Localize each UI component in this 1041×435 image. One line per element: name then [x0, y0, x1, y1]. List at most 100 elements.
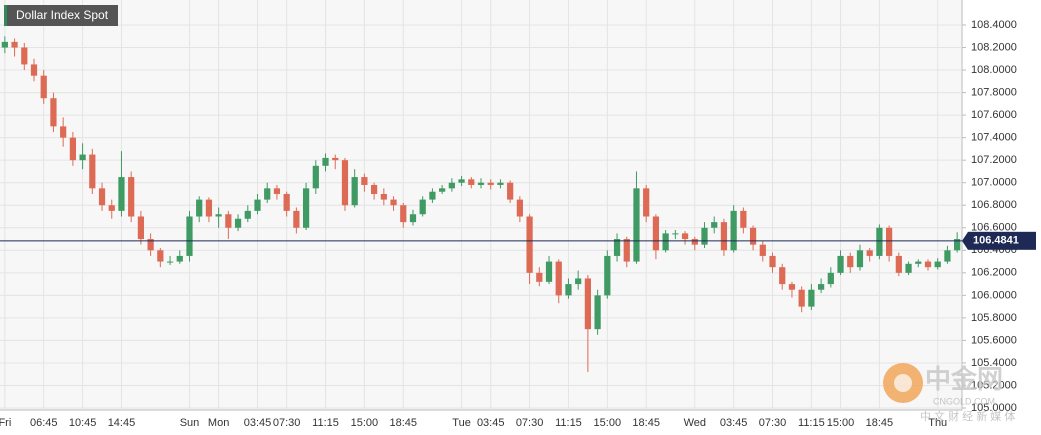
candle-body — [98, 188, 106, 206]
candle-body — [341, 160, 349, 206]
candle-body — [575, 278, 582, 285]
candle-body — [50, 98, 57, 127]
candle-body — [681, 233, 689, 240]
candle-body — [429, 191, 436, 200]
candle-body — [497, 182, 504, 185]
y-tick-label: 106.0000 — [971, 289, 1017, 301]
candle-body — [225, 214, 232, 228]
candle-body — [516, 199, 523, 217]
x-tick-label: 15:00 — [827, 417, 855, 429]
x-tick-label: 15:00 — [351, 417, 379, 429]
candle-body — [409, 214, 417, 223]
candle-body — [652, 216, 660, 251]
candle-body — [60, 126, 67, 138]
candle-body — [856, 250, 864, 268]
candle-body — [312, 165, 319, 189]
candle-body — [924, 261, 932, 268]
candle-body — [944, 250, 951, 262]
candle-body — [166, 261, 174, 263]
y-tick-label: 106.2000 — [971, 267, 1017, 279]
candle-body — [264, 188, 271, 200]
x-tick-label: 03:45 — [720, 417, 748, 429]
candle-body — [594, 295, 601, 330]
x-tick-label: 18:45 — [389, 417, 417, 429]
watermark-name: 中金网 — [925, 364, 1003, 394]
last-price-pointer — [962, 231, 968, 250]
y-tick-label: 108.2000 — [971, 41, 1017, 53]
candle-body — [273, 188, 281, 194]
candle-body — [769, 255, 776, 268]
y-tick-label: 107.6000 — [971, 109, 1017, 121]
candle-body — [458, 179, 465, 183]
candle-body — [11, 41, 18, 48]
candle-body — [808, 289, 815, 307]
candle-body — [633, 188, 640, 262]
last-price-label: 106.4841 — [973, 235, 1019, 247]
candle-body — [740, 210, 747, 228]
x-tick-label: 18:45 — [632, 417, 660, 429]
candle-body — [30, 64, 38, 76]
candle-body — [215, 214, 222, 217]
x-tick-label: Tue — [452, 417, 471, 429]
candle-body — [749, 227, 757, 245]
candle-body — [137, 216, 145, 240]
candle-body — [234, 218, 242, 228]
candle-body — [526, 216, 533, 273]
y-tick-label: 107.4000 — [971, 132, 1017, 144]
x-tick-label: 07:30 — [273, 417, 301, 429]
title-box — [4, 5, 118, 26]
x-tick-label: 07:30 — [759, 417, 787, 429]
candle-body — [69, 137, 76, 161]
candle-body — [730, 210, 737, 251]
candle-body — [176, 255, 183, 262]
candle-body — [798, 289, 805, 307]
candle-body — [157, 250, 164, 262]
candle-body — [439, 188, 446, 192]
candle-body — [720, 222, 728, 251]
candle-body — [186, 216, 193, 256]
candle-body — [954, 239, 961, 251]
candle-body — [847, 255, 854, 268]
y-tick-label: 106.6000 — [971, 222, 1017, 234]
candle-body — [779, 267, 786, 285]
candle-body — [837, 255, 844, 273]
x-tick-label: 18:45 — [866, 417, 894, 429]
candle-body — [672, 233, 679, 235]
watermark: 中金网 CNGOLD.COM 中 文 财 经 新 媒 体 — [883, 363, 1015, 423]
candle-body — [487, 182, 494, 185]
watermark-tagline: 中 文 财 经 新 媒 体 — [920, 409, 1015, 423]
x-tick-label: 06:45 — [30, 417, 58, 429]
candle-body — [21, 47, 28, 65]
title-accent — [4, 5, 7, 26]
x-tick-label: Mon — [208, 417, 229, 429]
candle-body — [711, 222, 718, 228]
candle-body — [905, 263, 912, 273]
chart-title: Dollar Index Spot — [16, 8, 109, 22]
x-tick-label: 07:30 — [516, 417, 544, 429]
candle-body — [332, 157, 339, 161]
watermark-url: CNGOLD.COM — [933, 396, 995, 406]
candle-body — [448, 182, 455, 189]
x-tick-label: 11:15 — [312, 417, 339, 429]
candle-body — [400, 205, 407, 223]
candle-body — [302, 188, 310, 228]
x-tick-label: 10:45 — [69, 417, 97, 429]
candle-body — [108, 205, 115, 211]
x-tick-label: 15:00 — [594, 417, 622, 429]
x-tick-label: 11:15 — [555, 417, 582, 429]
candle-body — [322, 157, 329, 166]
candle-body — [604, 255, 611, 296]
candle-body — [584, 278, 591, 330]
candle-body — [361, 177, 368, 185]
candle-body — [89, 154, 96, 189]
candle-body — [876, 227, 883, 256]
candle-body — [244, 210, 251, 219]
y-tick-label: 107.0000 — [971, 177, 1017, 189]
candle-body — [468, 179, 475, 185]
candle-body — [643, 188, 650, 217]
x-tick-label: Thu — [928, 417, 947, 429]
candle-body — [623, 239, 630, 262]
candle-body — [477, 182, 485, 185]
y-tick-label: 108.4000 — [971, 19, 1017, 31]
